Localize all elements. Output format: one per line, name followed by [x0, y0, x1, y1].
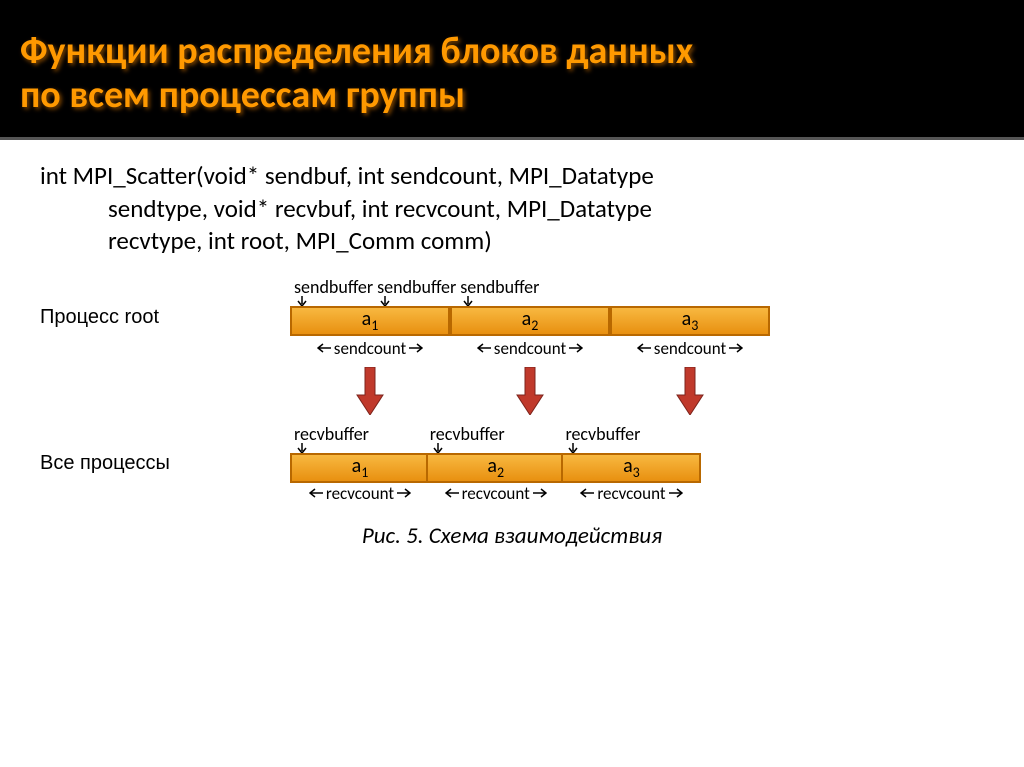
funcsig-line1: int MPI_Scatter(void* sendbuf, int sendc… [40, 160, 984, 193]
left-arrow-icon [637, 343, 651, 353]
send-seg-3: a3 [610, 306, 770, 336]
funcsig-line3: recvtype, int root, MPI_Comm comm) [40, 225, 984, 258]
recv-seg-1: a1 [290, 453, 430, 483]
right-arrow-icon [409, 343, 423, 353]
flow-arrows-row [290, 367, 984, 415]
left-arrow-icon [580, 488, 594, 498]
right-arrow-icon [533, 488, 547, 498]
root-row: Процесс root sendbuffer sendbuffer [40, 276, 984, 359]
slide-header: Функции распределения блоков данных по в… [0, 0, 1024, 140]
slide-title: Функции распределения блоков данных по в… [20, 30, 1004, 117]
right-arrow-icon [669, 488, 683, 498]
recv-strip: recvbuffer a1 recvcount … recvbuffer a2 [290, 423, 984, 504]
root-label: Процесс root [40, 306, 290, 329]
send-buffer-strip: a1 a2 a3 [290, 306, 770, 336]
figure-caption: Рис. 5. Схема взаимодействия [40, 522, 984, 550]
sendbuffer-label-2: sendbuffer [373, 276, 456, 298]
flow-arrow-icon [515, 367, 545, 415]
recvbuffer-label-1: recvbuffer [290, 423, 369, 445]
sendcount-row: sendcount sendcount sendcount [290, 338, 770, 359]
sendcount-3: sendcount [610, 338, 770, 359]
send-seg-1: a1 [290, 306, 450, 336]
recvcount-2: recvcount [426, 483, 566, 504]
recvbuffer-label-3: recvbuffer [561, 423, 640, 445]
title-line1: Функции распределения блоков данных [20, 28, 693, 74]
sendbuffer-label-1: sendbuffer [290, 276, 373, 298]
left-arrow-icon [317, 343, 331, 353]
sendbuffer-label-3: sendbuffer [456, 276, 539, 298]
recvcount-3: recvcount [561, 483, 701, 504]
recv-seg-2: a2 [426, 453, 566, 483]
left-arrow-icon [445, 488, 459, 498]
right-arrow-icon [569, 343, 583, 353]
flow-arrow-icon [355, 367, 385, 415]
sendcount-2: sendcount [450, 338, 610, 359]
left-arrow-icon [477, 343, 491, 353]
send-seg-2: a2 [450, 306, 610, 336]
right-arrow-icon [397, 488, 411, 498]
title-line2: по всем процессам группы [20, 72, 465, 118]
slide-content: int MPI_Scatter(void* sendbuf, int sendc… [0, 140, 1024, 570]
recv-seg-3: a3 [561, 453, 701, 483]
scatter-diagram: Процесс root sendbuffer sendbuffer [40, 258, 984, 550]
function-signature: int MPI_Scatter(void* sendbuf, int sendc… [40, 160, 984, 258]
recvbuffer-label-2: recvbuffer [426, 423, 505, 445]
recvcount-1: recvcount [290, 483, 430, 504]
left-arrow-icon [309, 488, 323, 498]
send-strip: sendbuffer sendbuffer sendbuffer [290, 276, 984, 359]
flow-arrow-icon [675, 367, 705, 415]
all-processes-label: Все процессы [40, 452, 290, 475]
recv-row: Все процессы recvbuffer a1 recvcount … r… [40, 423, 984, 504]
sendcount-1: sendcount [290, 338, 450, 359]
funcsig-line2: sendtype, void* recvbuf, int recvcount, … [40, 193, 984, 226]
right-arrow-icon [729, 343, 743, 353]
